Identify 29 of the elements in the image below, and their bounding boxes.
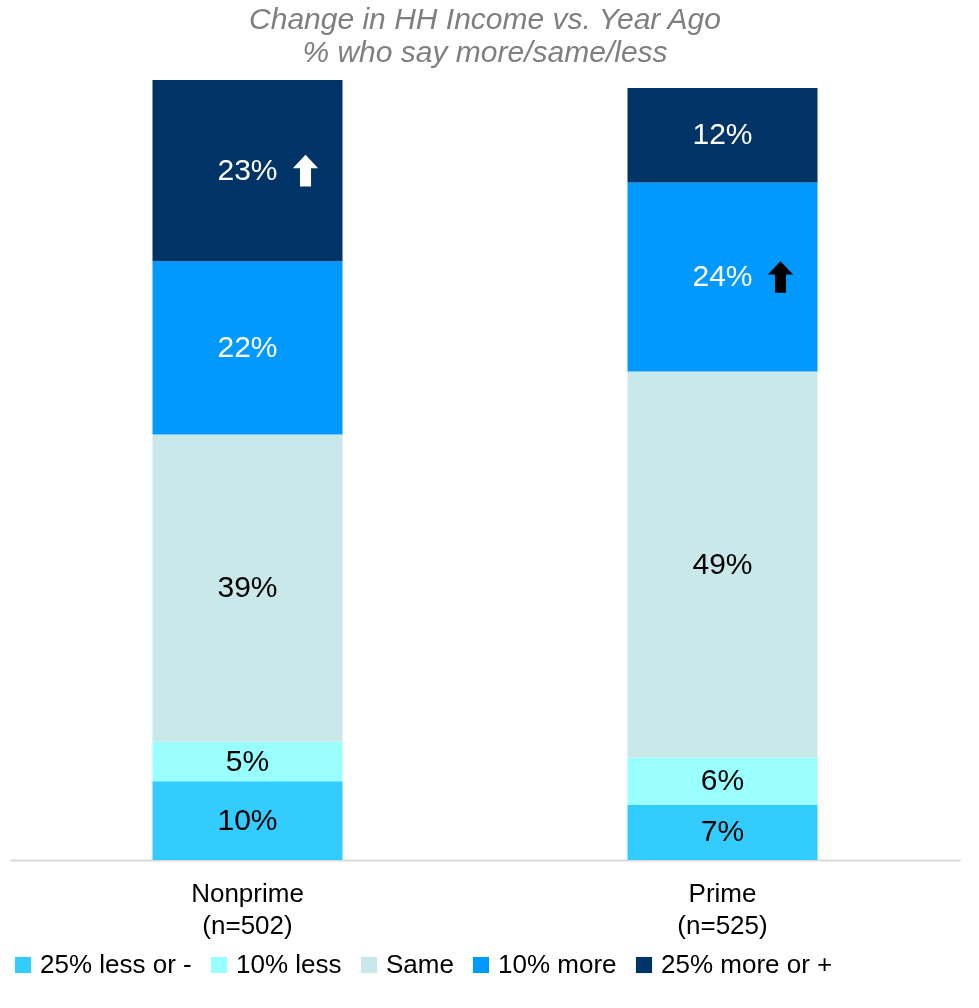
bar bbox=[627, 87, 818, 183]
legend-label: 25% more or + bbox=[661, 949, 833, 979]
x-tick-label: Nonprime (n=502) bbox=[191, 877, 304, 940]
bar bbox=[627, 757, 818, 805]
data-label: 24% bbox=[692, 258, 753, 292]
bar bbox=[627, 182, 818, 372]
legend-label: Same bbox=[386, 949, 454, 979]
data-label: 22% bbox=[217, 329, 278, 363]
bar bbox=[152, 741, 343, 782]
data-label: 23% bbox=[217, 152, 278, 186]
data-label: 10% bbox=[217, 802, 278, 836]
legend-label: 10% less bbox=[236, 949, 342, 979]
data-label: 39% bbox=[217, 570, 278, 604]
bar bbox=[627, 371, 818, 758]
bar bbox=[627, 804, 818, 860]
data-label: 5% bbox=[225, 743, 270, 777]
data-label: 6% bbox=[700, 763, 745, 797]
bar bbox=[152, 781, 343, 860]
chart-title: Change in HH Income vs. Year Ago bbox=[249, 2, 721, 35]
chart-subtitle: % who say more/same/less bbox=[302, 35, 668, 68]
data-label: 7% bbox=[700, 814, 745, 848]
bar bbox=[152, 80, 343, 262]
data-label: 49% bbox=[692, 546, 753, 580]
x-tick-label: Prime (n=525) bbox=[677, 877, 768, 940]
legend-label: 25% less or - bbox=[40, 949, 192, 979]
legend-label: 10% more bbox=[498, 949, 617, 979]
bar bbox=[152, 261, 343, 435]
data-label: 12% bbox=[692, 117, 753, 151]
bar bbox=[152, 434, 343, 742]
